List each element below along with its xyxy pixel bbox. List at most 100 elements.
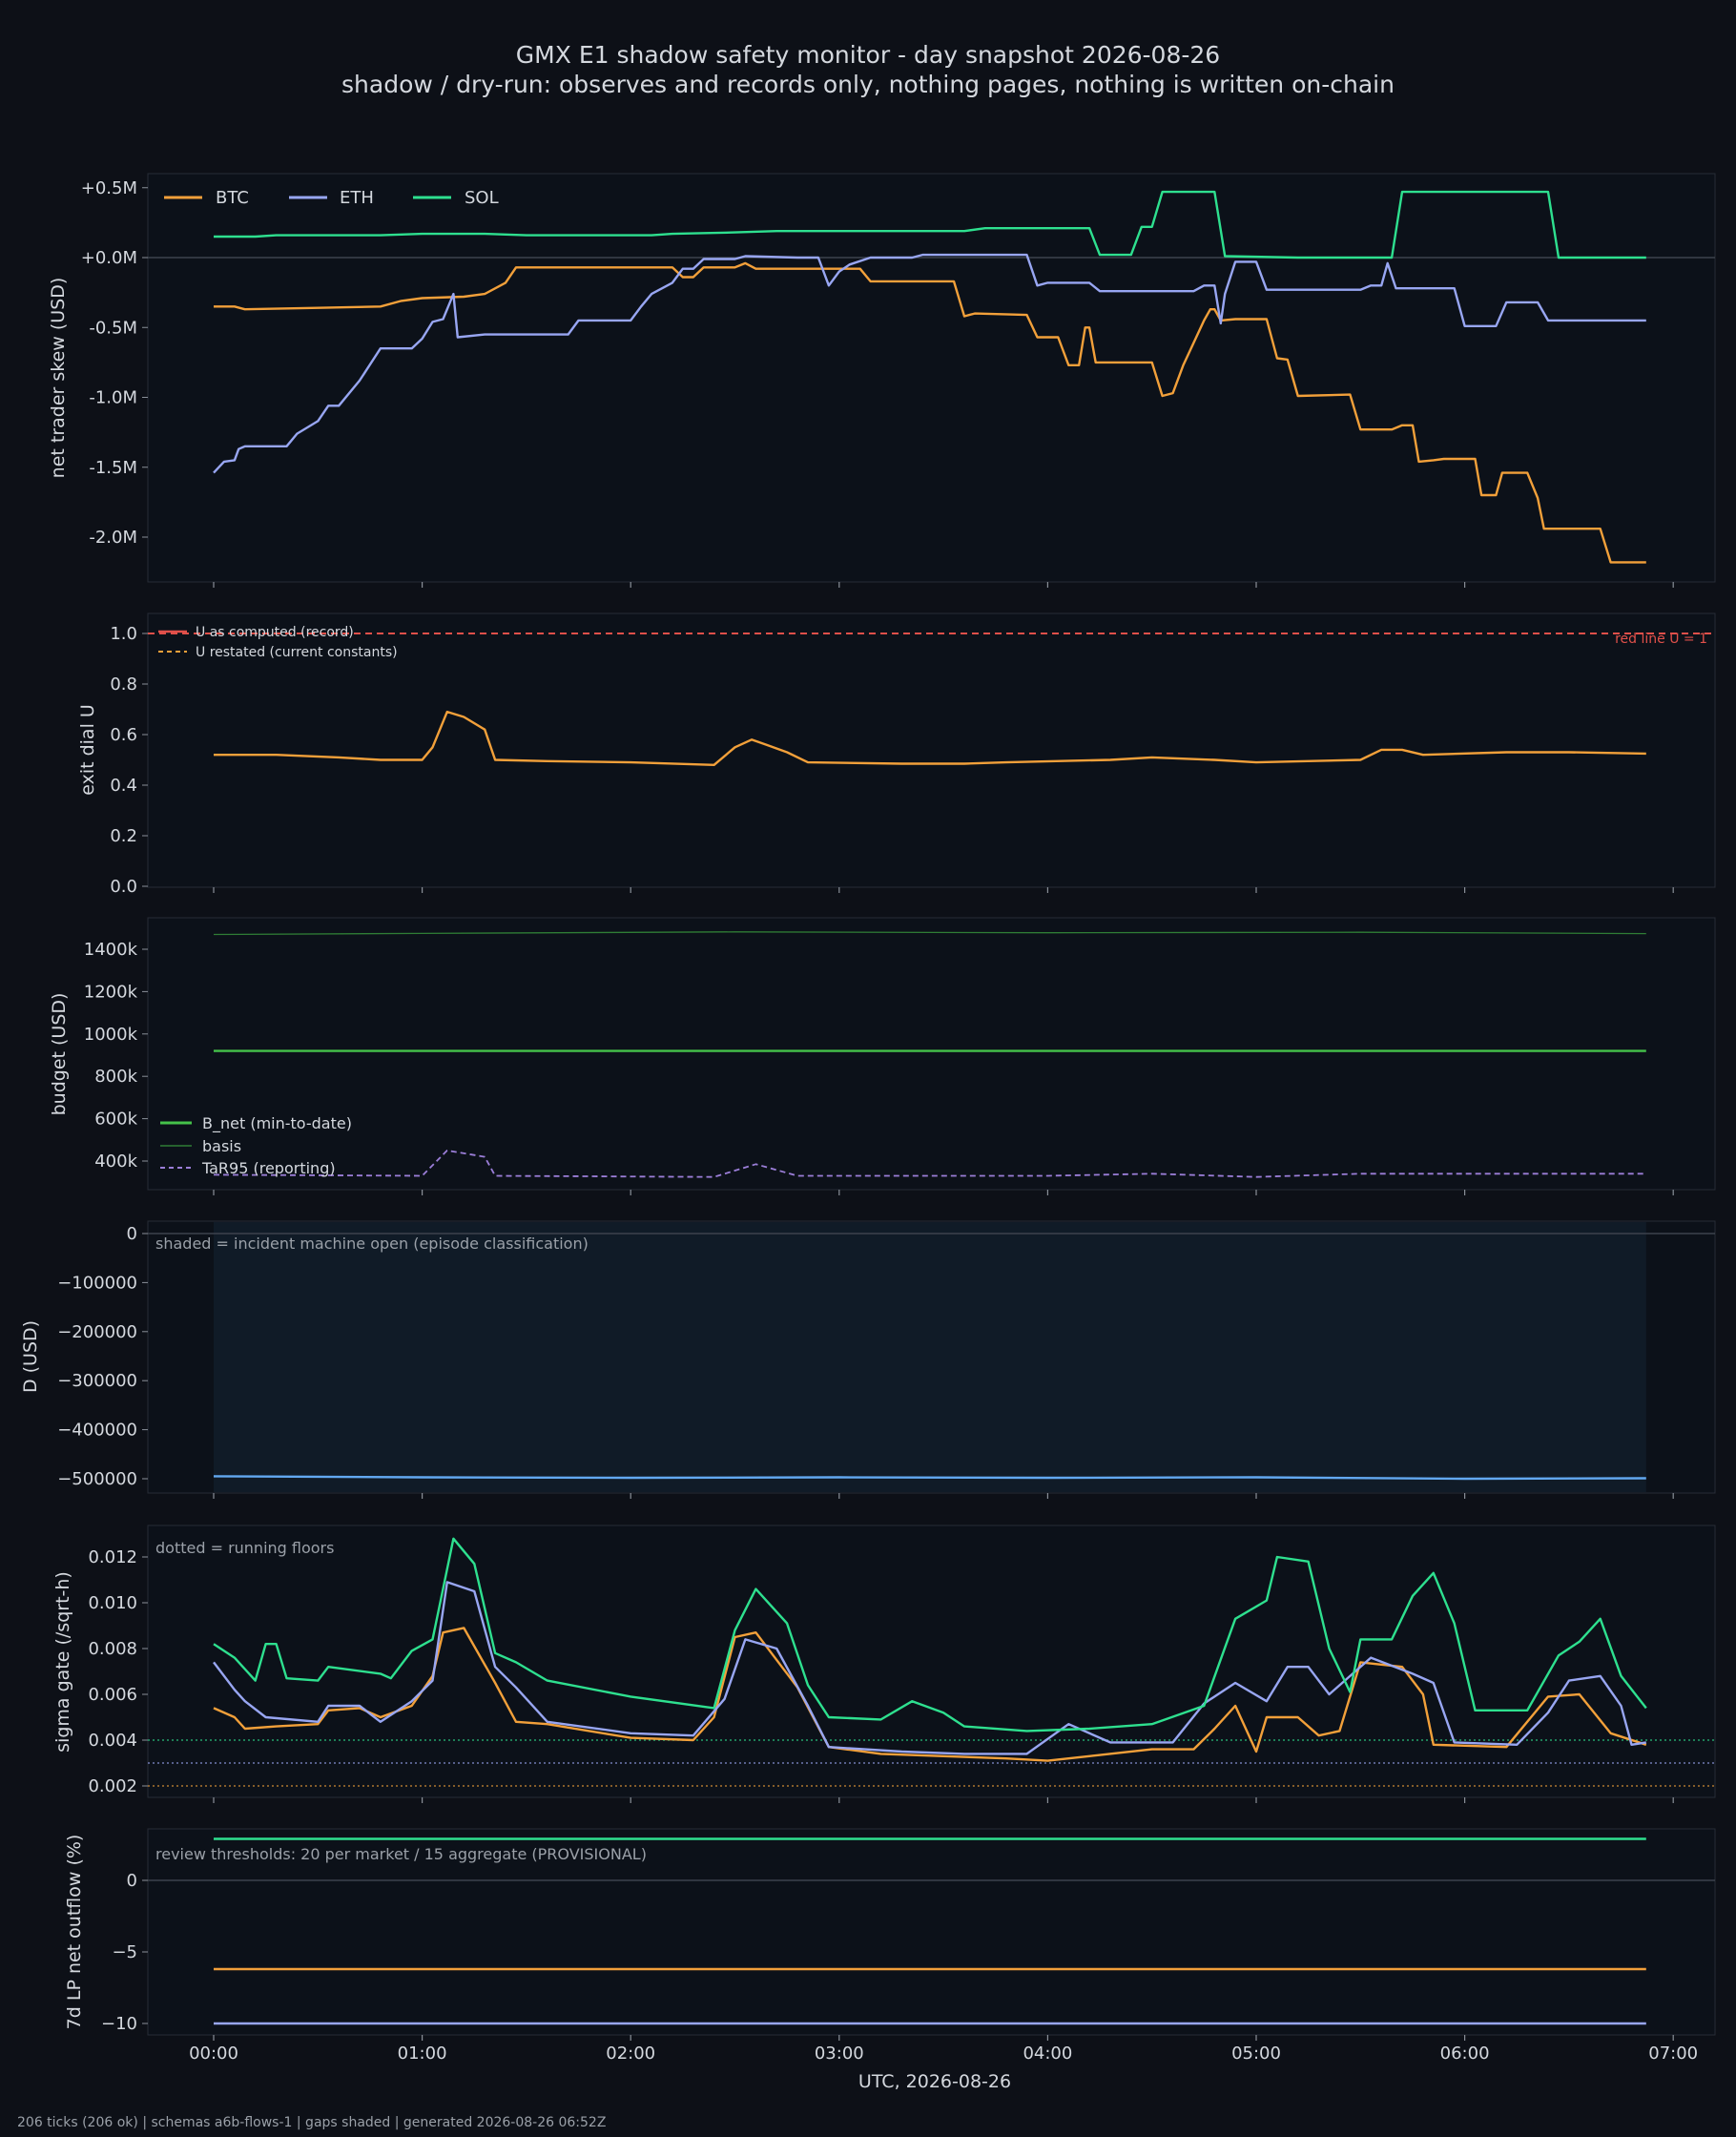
panel-outflow: 7d LP net outflow (%) 0 −5 −10 review thre… (64, 1828, 1716, 2036)
series-line-d (213, 1475, 1646, 1481)
xtick-label: 04:00 (1023, 2044, 1072, 2064)
ytick-label: 0 (127, 1871, 137, 1891)
panel-skew: net trader skew (USD) +0.5M +0.0M -0.5M -1.… (48, 173, 1716, 583)
ytick-label: 0.8 (110, 674, 137, 695)
ytick-label: -0.5M (89, 318, 137, 338)
footer-status: 206 ticks (206 ok) | schemas a6b-flows-1… (17, 2115, 606, 2130)
ytick-label: 0.010 (88, 1593, 137, 1613)
ytick-label: 0.6 (110, 725, 137, 745)
ytick-label: −400000 (57, 1421, 137, 1441)
panel-sigma-yticks: 0.012 0.010 0.008 0.006 0.004 0.002 (88, 1547, 148, 1796)
legend-label-u-computed: U as computed (record) (196, 625, 354, 640)
ytick-label: -1.0M (89, 388, 137, 408)
series-line-eth (213, 253, 1646, 474)
panel-outflow-frame (147, 1828, 1716, 2036)
chart-title: GMX E1 shadow safety monitor - day snaps… (516, 41, 1220, 69)
panel-outflow-series (214, 1837, 1646, 2025)
series-line-u-as-computed-record- (214, 710, 1646, 766)
x-axis-label: UTC, 2026-08-26 (858, 2071, 1011, 2092)
ytick-label: +0.0M (81, 248, 137, 268)
legend-label-u-restated: U restated (current constants) (196, 645, 398, 660)
ytick-label: 0.2 (110, 826, 137, 846)
series-line-btc (214, 261, 1646, 564)
panel-skew-yticks: +0.5M +0.0M -0.5M -1.0M -1.5M -2.0M (81, 178, 1715, 548)
red-line-label: red line U = 1 (1615, 632, 1707, 647)
ytick-label: 0.0 (110, 877, 137, 897)
ytick-label: −5 (112, 1942, 137, 1962)
series-line-basis (213, 931, 1646, 936)
ytick-label: 600k (94, 1110, 137, 1130)
panel-skew-series (213, 190, 1646, 564)
panel-exit-dial-legend: U as computed (record) U restated (curre… (158, 625, 398, 660)
ytick-label: 0.004 (88, 1731, 137, 1751)
ytick-label: -1.5M (89, 458, 137, 478)
x-axis: 00:00 01:00 02:00 03:00 04:00 05:00 06:00 07:00 (189, 582, 1698, 2064)
xtick-label: 02:00 (606, 2044, 655, 2064)
xtick-label: 07:00 (1648, 2044, 1698, 2064)
series-line-sol (213, 1537, 1647, 1732)
legend-label-btc: BTC (216, 188, 249, 208)
panel-skew-ylabel: net trader skew (USD) (48, 278, 69, 479)
panel-d: D (USD) 0 −100000 −200000 −300000 −400000 −50… (20, 1220, 1716, 1494)
panel-exit-dial: exit dial U 1.0 0.8 0.6 0.4 0.2 0.0 red line … (77, 612, 1716, 897)
panel-d-yticks: 0 −100000 −200000 −300000 −400000 −500000 (57, 1224, 1715, 1489)
panel-budget-frame (147, 917, 1716, 1191)
ytick-label: 1400k (84, 940, 138, 960)
ytick-label: 1000k (84, 1025, 138, 1045)
panel-exit-dial-frame (147, 612, 1716, 888)
xtick-label: 03:00 (815, 2044, 864, 2064)
legend-label-bnet: B_net (min-to-date) (202, 1114, 352, 1133)
ytick-label: −500000 (57, 1469, 137, 1489)
ytick-label: 0.002 (88, 1776, 137, 1796)
ytick-label: 1.0 (110, 624, 137, 644)
panel-skew-legend: BTC ETH SOL (164, 188, 499, 208)
panel-exit-dial-ylabel: exit dial U (77, 704, 98, 796)
ytick-label: −200000 (57, 1322, 137, 1342)
panel-sigma-floors (148, 1739, 1715, 1787)
panel-budget-series (213, 931, 1646, 1178)
panel-skew-frame (147, 173, 1716, 583)
panel-exit-dial-series (214, 710, 1646, 766)
ytick-label: 0 (127, 1224, 137, 1244)
panel-d-ylabel: D (USD) (20, 1320, 41, 1393)
xtick-label: 00:00 (189, 2044, 238, 2064)
chart-subtitle: shadow / dry-run: observes and records o… (341, 71, 1395, 98)
panel-sigma-series (213, 1537, 1647, 1762)
panel-d-series (213, 1475, 1646, 1481)
ytick-label: -2.0M (89, 528, 137, 548)
ytick-label: 0.012 (88, 1547, 137, 1567)
ytick-label: 1200k (84, 982, 138, 1002)
legend-label-sol: SOL (465, 188, 499, 208)
panel-budget: budget (USD) 1400k 1200k 1000k 800k 600k 400k… (49, 917, 1716, 1191)
ytick-label: 0.006 (88, 1685, 137, 1705)
xtick-label: 01:00 (398, 2044, 447, 2064)
ytick-label: 800k (94, 1067, 137, 1087)
ytick-label: +0.5M (81, 178, 137, 198)
series-line-sol (214, 190, 1646, 259)
ytick-label: 400k (94, 1151, 137, 1172)
xtick-label: 06:00 (1440, 2044, 1490, 2064)
ytick-label: −300000 (57, 1371, 137, 1391)
series-line-eth (213, 1581, 1646, 1755)
series-line-tar95-reporting- (213, 1150, 1646, 1178)
panel-budget-yticks: 1400k 1200k 1000k 800k 600k 400k (84, 940, 148, 1172)
ytick-label: −100000 (57, 1273, 137, 1293)
panel-exit-dial-yticks: 1.0 0.8 0.6 0.4 0.2 0.0 (110, 624, 148, 897)
panel-outflow-yticks: 0 −5 −10 (101, 1871, 1715, 2034)
legend-label-eth: ETH (340, 188, 374, 208)
ytick-label: 0.4 (110, 776, 137, 796)
ytick-label: −10 (101, 2014, 137, 2034)
ytick-label: 0.008 (88, 1639, 137, 1659)
panel-sigma: sigma gate (/sqrt-h) 0.012 0.010 0.008 0.00… (52, 1525, 1716, 1798)
panel-budget-ylabel: budget (USD) (49, 993, 70, 1116)
panel-sigma-ylabel: sigma gate (/sqrt-h) (52, 1571, 73, 1753)
panel-budget-legend: B_net (min-to-date) basis TaR95 (reporti… (160, 1114, 352, 1177)
panel-d-note: shaded = incident machine open (episode … (155, 1234, 589, 1253)
panel-sigma-note: dotted = running floors (155, 1539, 334, 1557)
legend-label-tar95: TaR95 (reporting) (201, 1159, 336, 1177)
panel-outflow-note: review thresholds: 20 per market / 15 ag… (155, 1845, 647, 1863)
xtick-label: 05:00 (1231, 2044, 1281, 2064)
incident-shaded-region (214, 1222, 1646, 1492)
panel-outflow-ylabel: 7d LP net outflow (%) (64, 1835, 85, 2030)
